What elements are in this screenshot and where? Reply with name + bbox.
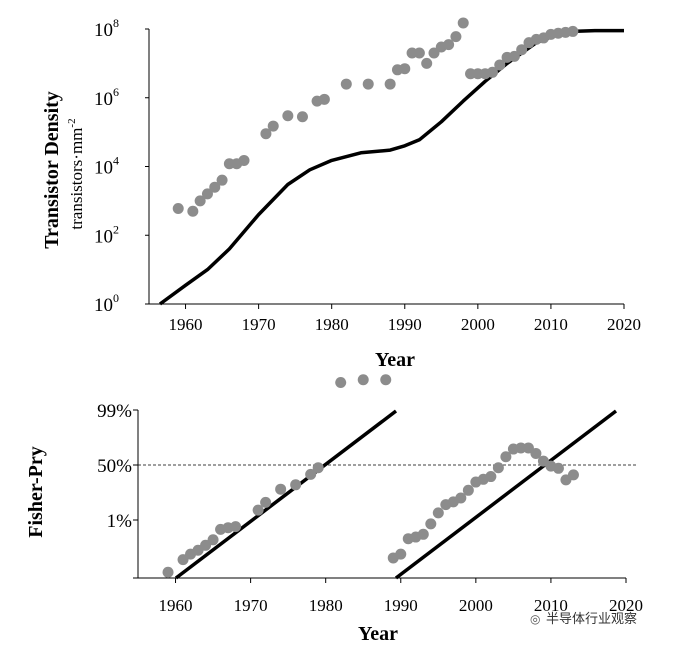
bottom-data-point — [252, 504, 264, 516]
bottom-y-label: Fisher-Pry — [25, 446, 47, 537]
bottom-x-tick-label: 1970 — [234, 596, 268, 615]
bottom-data-point — [462, 484, 474, 496]
top-x-tick-label: 1960 — [169, 315, 203, 334]
top-data-point — [450, 31, 462, 43]
bottom-data-point — [290, 479, 302, 491]
top-x-tick-label: 2010 — [534, 315, 568, 334]
top-data-point — [399, 63, 411, 75]
top-data-point — [428, 47, 440, 59]
bottom-data-point — [492, 462, 504, 474]
top-data-point — [216, 174, 228, 186]
bottom-data-point — [275, 483, 287, 495]
top-x-tick-label: 2000 — [461, 315, 495, 334]
top-y-ticks: 100 102 104 106 108 — [94, 16, 149, 316]
top-y-tick-label: 102 — [94, 222, 119, 247]
bottom-x-tick-label: 1990 — [384, 596, 418, 615]
top-y-label: Transistor Density — [41, 91, 63, 249]
top-data-point — [457, 17, 469, 29]
top-data-point — [413, 47, 425, 59]
top-data-point — [318, 93, 330, 105]
top-data-point — [362, 78, 374, 90]
top-data-point — [443, 39, 455, 51]
bottom-data-point — [335, 377, 347, 388]
bottom-data-point — [425, 518, 437, 530]
bottom-data-point — [432, 507, 444, 519]
top-data-point — [209, 181, 221, 193]
bottom-data-point — [552, 462, 564, 474]
bottom-x-tick-label: 2010 — [534, 596, 568, 615]
bottom-x-tick-label: 1980 — [309, 596, 343, 615]
bottom-data-point — [455, 492, 467, 504]
top-data-point — [201, 188, 213, 200]
top-x-tick-label: 2020 — [607, 315, 641, 334]
top-y-unit: transistors·mm-2 — [66, 118, 86, 229]
bottom-data-point — [395, 548, 407, 560]
bottom-x-tick-label: 1960 — [159, 596, 193, 615]
top-y-tick-label: 100 — [94, 291, 119, 316]
bottom-y-tick-label: 50% — [97, 456, 132, 477]
bottom-data-point — [567, 469, 579, 481]
top-data-point — [296, 111, 308, 123]
watermark: ◎ 半导体行业观察 — [530, 611, 637, 626]
bottom-y-tick-label: 1% — [107, 511, 133, 532]
top-data-point — [172, 203, 184, 215]
bottom-panel: 99% 50% 1% 1960 1970 1980 1990 2000 2010 2020 Fi… — [25, 374, 643, 645]
bottom-data-point — [305, 468, 317, 480]
bottom-data-point — [260, 496, 272, 508]
top-y-tick-label: 104 — [94, 154, 119, 179]
top-data-point — [187, 205, 199, 217]
watermark-text: 半导体行业观察 — [546, 611, 637, 626]
top-data-point — [384, 78, 396, 90]
bottom-fit-line-2 — [394, 409, 618, 580]
bottom-x-tick-label: 2020 — [609, 596, 643, 615]
top-data-point — [567, 25, 579, 37]
top-data-point — [260, 128, 272, 140]
top-y-tick-label: 108 — [94, 16, 119, 41]
top-data-point — [267, 120, 279, 132]
bottom-data-point — [357, 374, 369, 386]
top-x-tick-label: 1980 — [315, 315, 349, 334]
top-x-label: Year — [375, 349, 415, 371]
top-data-point — [340, 78, 352, 90]
bottom-data-points — [162, 374, 579, 578]
top-data-point — [194, 195, 206, 207]
top-data-point — [494, 59, 506, 71]
top-x-ticks: 1960 1970 1980 1990 2000 2010 2020 — [169, 304, 641, 334]
bottom-data-point — [312, 462, 324, 474]
bottom-data-point — [230, 521, 242, 533]
top-data-point — [282, 110, 294, 122]
top-data-points — [172, 17, 579, 217]
bottom-y-tick-label: 99% — [97, 401, 132, 422]
top-x-tick-label: 1990 — [388, 315, 422, 334]
bottom-x-label: Year — [358, 623, 398, 645]
top-data-point — [238, 154, 250, 166]
bottom-data-point — [500, 451, 512, 463]
bottom-data-point — [485, 471, 497, 483]
wechat-icon: ◎ — [530, 612, 540, 626]
bottom-fit-line-1 — [174, 409, 398, 580]
top-y-tick-label: 106 — [94, 85, 119, 110]
top-data-point — [508, 50, 520, 62]
bottom-data-point — [380, 374, 392, 386]
bottom-x-tick-label: 2000 — [459, 596, 493, 615]
top-data-point — [486, 66, 498, 78]
bottom-data-point — [417, 528, 429, 540]
top-panel: 100 102 104 106 108 1960 1970 1980 1990 2000 2010… — [41, 16, 641, 371]
bottom-data-point — [162, 566, 174, 578]
bottom-x-ticks: 1960 1970 1980 1990 2000 2010 2020 — [159, 578, 643, 615]
bottom-data-point — [207, 534, 219, 546]
top-x-tick-label: 1970 — [242, 315, 276, 334]
bottom-data-point — [530, 447, 542, 459]
bottom-y-ticks: 99% 50% 1% — [97, 401, 138, 579]
top-data-point — [421, 57, 433, 69]
top-data-point — [516, 44, 528, 56]
